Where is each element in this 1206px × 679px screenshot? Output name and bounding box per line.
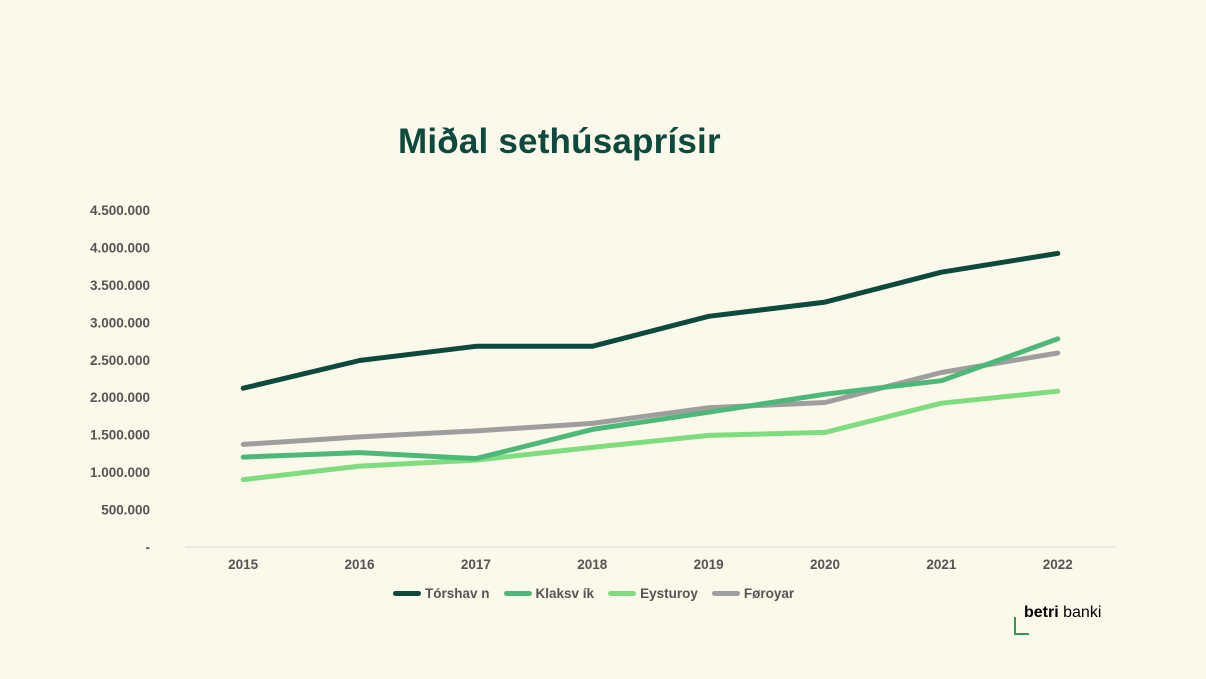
legend-label: Eysturoy [640,586,698,601]
x-tick-label: 2018 [577,557,608,572]
series-line-2 [240,388,1061,483]
y-tick-label: 1.000.000 [90,465,150,480]
legend-swatch [711,591,740,596]
y-axis-ticks: - 500.000 1.000.000 1.500.000 2.000.000 2.500… [90,203,150,555]
x-tick-label: 2020 [810,557,840,572]
legend-label: Klaksv ík [535,586,595,601]
chart-title: Miðal sethúsaprísir [398,122,721,161]
y-tick-label: 2.000.000 [90,390,150,405]
y-tick-label: 4.500.000 [90,203,150,218]
series-line-0 [240,250,1061,391]
legend-label: Føroyar [743,586,795,601]
series-line-3 [240,350,1061,447]
x-tick-label: 2019 [694,557,724,572]
legend: Tórshav n Klaksv ík Eysturoy Føroyar [393,586,794,601]
y-tick-label: 3.500.000 [90,278,150,293]
y-tick-label: 4.000.000 [90,240,150,255]
brand-logo-regular: banki [1058,604,1102,621]
brand-logo-bold: betri [1024,604,1059,621]
x-tick-label: 2022 [1043,557,1073,572]
legend-item: Klaksv ík [503,586,595,601]
y-tick-label: - [146,540,151,555]
legend-swatch [608,591,637,596]
y-tick-label: 3.000.000 [90,315,150,330]
y-tick-label: 500.000 [101,503,150,518]
x-tick-label: 2017 [461,557,491,572]
series-line-1 [240,336,1061,462]
brand-logo-mark [1014,617,1029,635]
legend-label: Tórshav n [425,586,490,601]
legend-item: Føroyar [711,586,795,601]
x-axis-ticks: 2015 2016 2017 2018 2019 2020 2021 2022 [228,557,1073,572]
x-tick-label: 2015 [228,557,259,572]
legend-swatch [393,591,421,596]
y-tick-label: 2.500.000 [90,353,150,368]
legend-item: Tórshav n [393,586,490,601]
legend-item: Eysturoy [608,586,698,601]
brand-logo: betri banki [1024,604,1101,622]
x-tick-label: 2021 [926,557,957,572]
legend-swatch [503,591,532,596]
series-lines [240,250,1061,483]
x-tick-label: 2016 [345,557,376,572]
y-tick-label: 1.500.000 [90,428,150,443]
